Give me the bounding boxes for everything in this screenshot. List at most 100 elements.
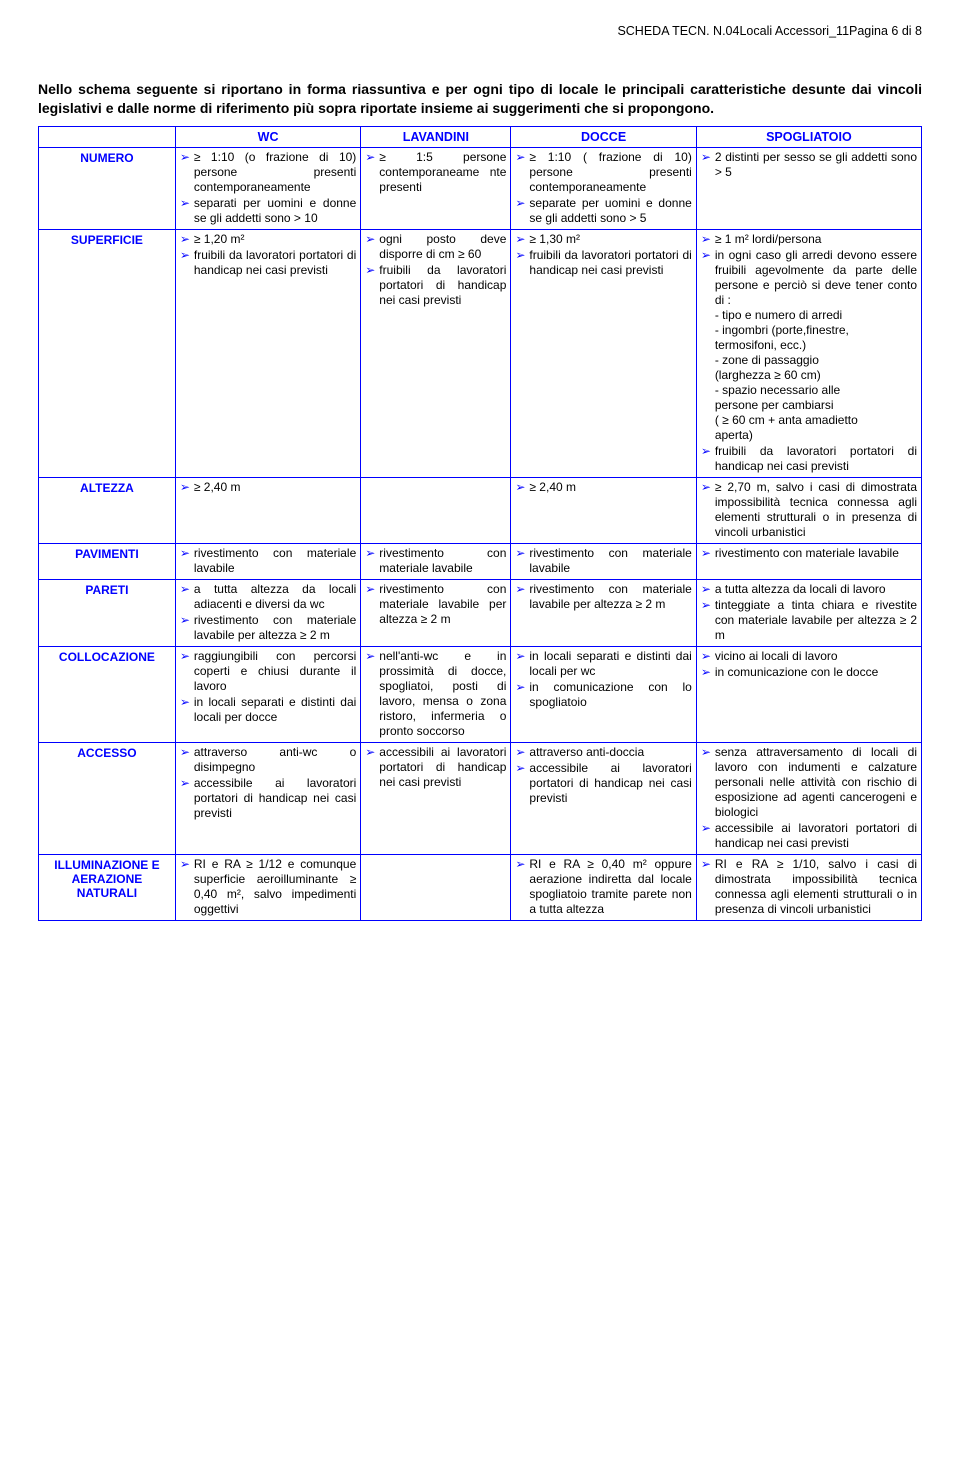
bullet-icon: ➢ — [515, 248, 525, 263]
bullet-icon: ➢ — [180, 745, 190, 760]
bullet-icon: ➢ — [365, 546, 375, 561]
bullet-icon: ➢ — [515, 745, 525, 760]
cell-item: ➢≥ 1:10 ( frazione di 10) persone presen… — [515, 150, 691, 195]
cell-item: ➢fruibili da lavoratori portatori di han… — [365, 263, 506, 308]
table-cell: ➢attraverso anti-wc o disimpegno➢accessi… — [175, 742, 360, 854]
table-cell: ➢RI e RA ≥ 1/12 e comunque superficie ae… — [175, 854, 360, 920]
table-cell: ➢≥ 1:5 persone contemporaneame nte prese… — [361, 147, 511, 229]
bullet-icon: ➢ — [701, 248, 711, 263]
bullet-icon: ➢ — [701, 150, 711, 165]
table-row: NUMERO➢≥ 1:10 (o frazione di 10) persone… — [39, 147, 922, 229]
cell-item: ➢separati per uomini e donne se gli adde… — [180, 196, 356, 226]
cell-item: ➢RI e RA ≥ 1/10, salvo i casi di dimostr… — [701, 857, 917, 917]
cell-item: ➢rivestimento con materiale lavabile per… — [515, 582, 691, 612]
bullet-icon: ➢ — [515, 582, 525, 597]
bullet-icon: ➢ — [701, 444, 711, 459]
cell-item: ➢≥ 1,30 m² — [515, 232, 691, 247]
table-cell: ➢rivestimento con materiale lavabile — [511, 543, 696, 579]
cell-item: ➢≥ 1:10 (o frazione di 10) persone prese… — [180, 150, 356, 195]
table-cell: ➢a tutta altezza da locali adiacenti e d… — [175, 579, 360, 646]
bullet-icon: ➢ — [365, 263, 375, 278]
cell-item: ➢senza attraversamento di locali di lavo… — [701, 745, 917, 820]
table-cell: ➢rivestimento con materiale lavabile — [175, 543, 360, 579]
cell-item: ➢≥ 1,20 m² — [180, 232, 356, 247]
cell-item: ➢rivestimento con materiale lavabile per… — [180, 613, 356, 643]
bullet-icon: ➢ — [365, 745, 375, 760]
cell-item: ➢rivestimento con materiale lavabile — [515, 546, 691, 576]
table-cell: ➢rivestimento con materiale lavabile — [361, 543, 511, 579]
cell-item: ➢fruibili da lavoratori portatori di han… — [180, 248, 356, 278]
table-row: SUPERFICIE➢≥ 1,20 m²➢fruibili da lavorat… — [39, 229, 922, 477]
row-label: PARETI — [39, 579, 176, 646]
bullet-icon: ➢ — [365, 582, 375, 597]
bullet-icon: ➢ — [180, 480, 190, 495]
cell-item: ➢nell'anti-wc e in prossimità di docce, … — [365, 649, 506, 739]
bullet-icon: ➢ — [701, 598, 711, 613]
bullet-icon: ➢ — [701, 480, 711, 495]
row-label: ILLUMINAZIONE E AERAZIONE NATURALI — [39, 854, 176, 920]
col-header-docce: DOCCE — [511, 126, 696, 147]
table-row: ACCESSO➢attraverso anti-wc o disimpegno➢… — [39, 742, 922, 854]
row-label: NUMERO — [39, 147, 176, 229]
bullet-icon: ➢ — [515, 649, 525, 664]
row-label: COLLOCAZIONE — [39, 646, 176, 742]
cell-item: ➢accessibili ai lavoratori portatori di … — [365, 745, 506, 790]
bullet-icon: ➢ — [701, 582, 711, 597]
bullet-icon: ➢ — [180, 150, 190, 165]
cell-item: ➢a tutta altezza da locali adiacenti e d… — [180, 582, 356, 612]
col-header-lavandini: LAVANDINI — [361, 126, 511, 147]
bullet-icon: ➢ — [365, 649, 375, 664]
table-cell: ➢RI e RA ≥ 0,40 m² oppure aerazione indi… — [511, 854, 696, 920]
table-cell: ➢≥ 1 m² lordi/persona➢in ogni caso gli a… — [696, 229, 921, 477]
bullet-icon: ➢ — [180, 649, 190, 664]
bullet-icon: ➢ — [701, 546, 711, 561]
cell-item: ➢≥ 2,70 m, salvo i casi di dimostrata im… — [701, 480, 917, 540]
bullet-icon: ➢ — [180, 582, 190, 597]
cell-item: ➢≥ 2,40 m — [180, 480, 356, 495]
bullet-icon: ➢ — [701, 821, 711, 836]
table-cell: ➢rivestimento con materiale lavabile — [696, 543, 921, 579]
table-cell: ➢ogni posto deve disporre di cm ≥ 60➢fru… — [361, 229, 511, 477]
table-cell: ➢nell'anti-wc e in prossimità di docce, … — [361, 646, 511, 742]
cell-item: ➢ogni posto deve disporre di cm ≥ 60 — [365, 232, 506, 262]
table-cell: ➢rivestimento con materiale lavabile per… — [361, 579, 511, 646]
cell-item: ➢rivestimento con materiale lavabile — [701, 546, 917, 561]
col-header-empty — [39, 126, 176, 147]
table-row: COLLOCAZIONE➢raggiungibili con percorsi … — [39, 646, 922, 742]
table-cell: ➢≥ 1,20 m²➢fruibili da lavoratori portat… — [175, 229, 360, 477]
bullet-icon: ➢ — [515, 761, 525, 776]
table-cell: ➢accessibili ai lavoratori portatori di … — [361, 742, 511, 854]
table-cell: ➢a tutta altezza da locali di lavoro➢tin… — [696, 579, 921, 646]
cell-item: ➢in ogni caso gli arredi devono essere f… — [701, 248, 917, 443]
cell-item: ➢≥ 2,40 m — [515, 480, 691, 495]
bullet-icon: ➢ — [515, 546, 525, 561]
cell-item: ➢≥ 1 m² lordi/persona — [701, 232, 917, 247]
bullet-icon: ➢ — [180, 695, 190, 710]
table-row: PAVIMENTI➢rivestimento con materiale lav… — [39, 543, 922, 579]
bullet-icon: ➢ — [365, 232, 375, 247]
cell-item: ➢rivestimento con materiale lavabile — [180, 546, 356, 576]
table-cell — [361, 477, 511, 543]
table-cell: ➢≥ 1,30 m²➢fruibili da lavoratori portat… — [511, 229, 696, 477]
table-cell: ➢≥ 2,70 m, salvo i casi di dimostrata im… — [696, 477, 921, 543]
table-cell: ➢≥ 2,40 m — [511, 477, 696, 543]
table-cell: ➢RI e RA ≥ 1/10, salvo i casi di dimostr… — [696, 854, 921, 920]
bullet-icon: ➢ — [365, 150, 375, 165]
table-header-row: WC LAVANDINI DOCCE SPOGLIATOIO — [39, 126, 922, 147]
bullet-icon: ➢ — [180, 248, 190, 263]
cell-item: ➢in comunicazione con le docce — [701, 665, 917, 680]
cell-item: ➢accessibile ai lavoratori portatori di … — [180, 776, 356, 821]
cell-item: ➢a tutta altezza da locali di lavoro — [701, 582, 917, 597]
bullet-icon: ➢ — [701, 745, 711, 760]
cell-item: ➢rivestimento con materiale lavabile per… — [365, 582, 506, 627]
table-row: ILLUMINAZIONE E AERAZIONE NATURALI➢RI e … — [39, 854, 922, 920]
col-header-wc: WC — [175, 126, 360, 147]
bullet-icon: ➢ — [701, 232, 711, 247]
cell-item: ➢RI e RA ≥ 1/12 e comunque superficie ae… — [180, 857, 356, 917]
row-label: ALTEZZA — [39, 477, 176, 543]
cell-item: ➢fruibili da lavoratori portatori di han… — [701, 444, 917, 474]
bullet-icon: ➢ — [180, 546, 190, 561]
bullet-icon: ➢ — [701, 857, 711, 872]
bullet-icon: ➢ — [515, 150, 525, 165]
table-cell: ➢in locali separati e distinti dai local… — [511, 646, 696, 742]
